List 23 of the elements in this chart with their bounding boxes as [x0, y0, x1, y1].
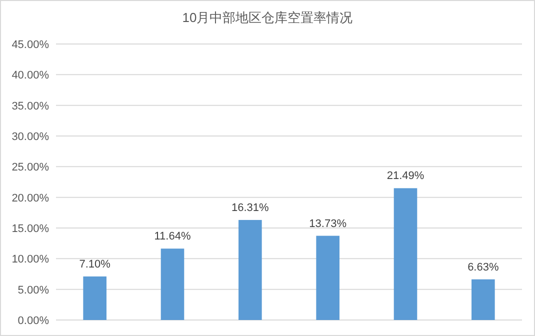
- bar: [472, 279, 495, 320]
- bar: [316, 236, 340, 320]
- y-tick-label: 30.00%: [12, 131, 50, 143]
- data-label: 21.49%: [386, 170, 424, 182]
- bar: [394, 188, 418, 320]
- data-label: 7.10%: [79, 258, 111, 270]
- chart-title: 10月中部地区仓库空置率情况: [182, 10, 353, 25]
- bar: [160, 248, 184, 320]
- y-tick-label: 45.00%: [12, 39, 50, 51]
- y-tick-label: 25.00%: [12, 162, 50, 174]
- bar: [238, 220, 262, 320]
- y-tick-label: 5.00%: [18, 284, 50, 296]
- data-label: 11.64%: [154, 230, 191, 243]
- data-label: 6.63%: [468, 261, 499, 274]
- y-tick-label: 15.00%: [12, 223, 50, 235]
- bar: [83, 276, 106, 320]
- data-label: 16.31%: [232, 202, 270, 214]
- y-tick-label: 20.00%: [12, 192, 50, 204]
- y-tick-label: 0.00%: [18, 315, 50, 327]
- y-tick-label: 35.00%: [12, 100, 50, 112]
- y-tick-label: 40.00%: [12, 70, 50, 82]
- data-label: 13.73%: [309, 218, 347, 230]
- y-tick-label: 10.00%: [12, 254, 50, 266]
